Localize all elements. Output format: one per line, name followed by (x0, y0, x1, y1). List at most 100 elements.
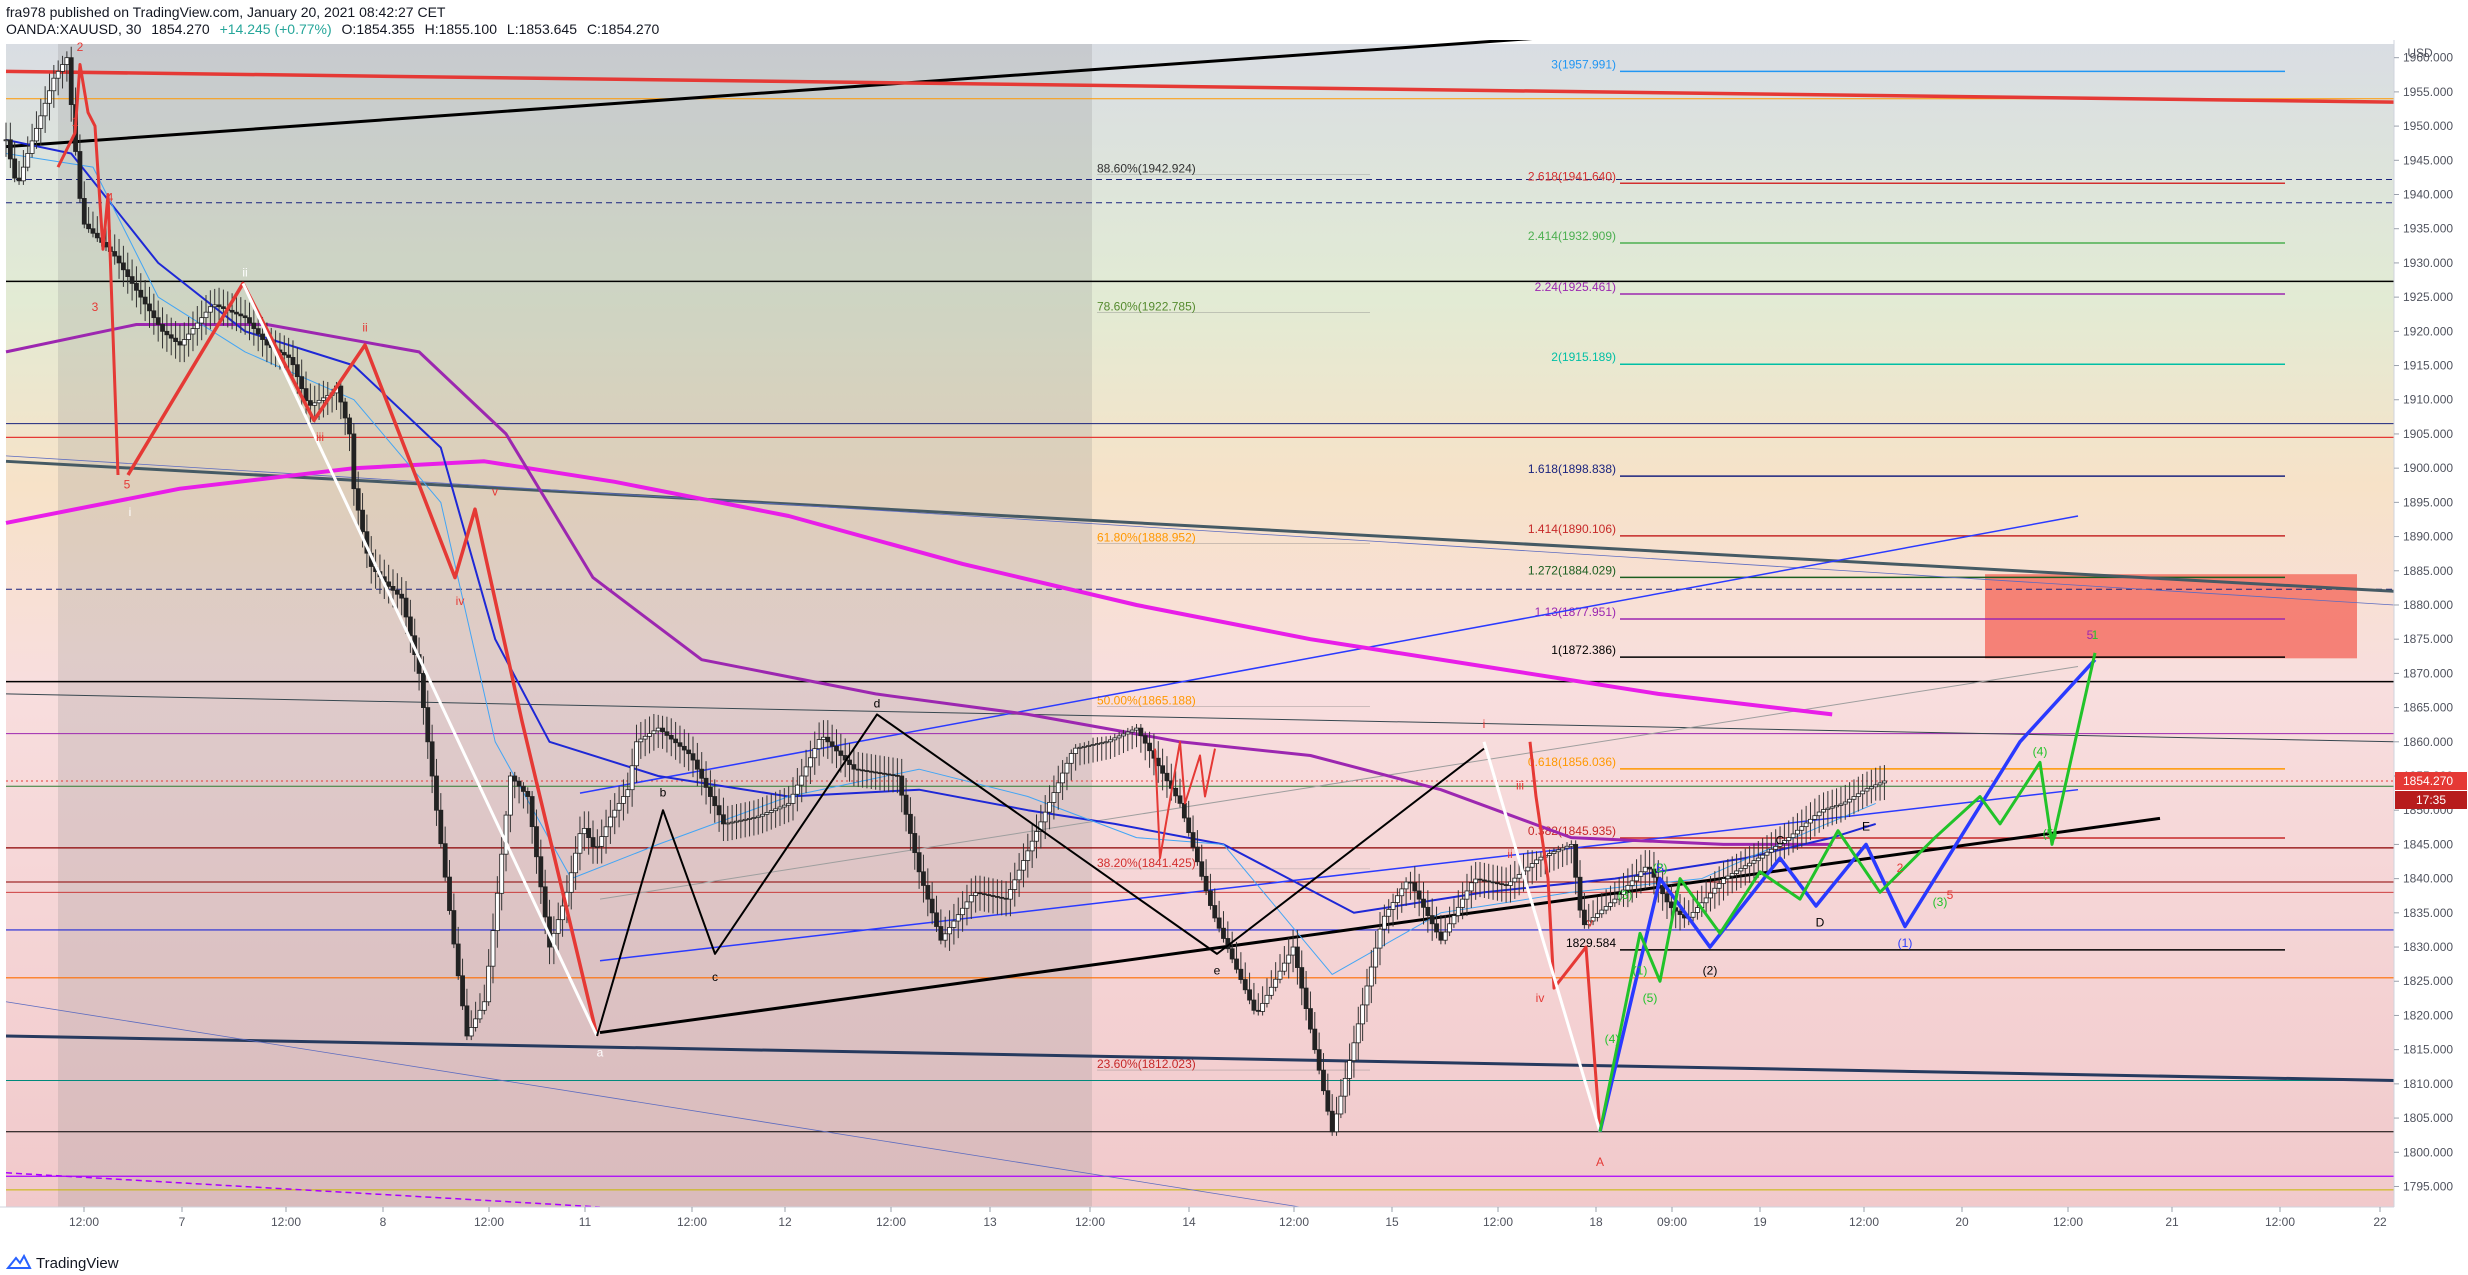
candle-body (642, 735, 648, 740)
trend-line (5, 1034, 2395, 1082)
candle-body (690, 753, 696, 761)
candle-body (1838, 803, 1844, 806)
candle-body (999, 896, 1005, 899)
candle-body (1738, 867, 1744, 872)
moving-average-100 (5, 323, 1833, 846)
trend-line (5, 69, 2395, 104)
fib-extension-label: 2.24(1925.461) (1535, 280, 1616, 294)
candle-body (781, 804, 787, 808)
candle-body (1290, 946, 1296, 956)
candle-body (1525, 866, 1531, 872)
candle-body (1534, 859, 1539, 864)
candle-body (1812, 815, 1818, 820)
candle-body (1364, 985, 1370, 1006)
candle-body (1608, 902, 1613, 907)
candle-body (1012, 879, 1018, 890)
candle-body (708, 787, 713, 797)
wave-label: 3 (92, 300, 99, 314)
time-tick-label: 12:00 (1483, 1215, 1513, 1229)
candle-body (625, 789, 631, 797)
candle-body (777, 806, 783, 810)
candle-body (173, 337, 178, 342)
time-tick-label: 19 (1753, 1215, 1767, 1229)
candle-body (1429, 915, 1435, 925)
wave-label: 2 (77, 40, 84, 54)
candle-body (1481, 879, 1487, 882)
price-tick-label: 1840.000 (2403, 872, 2453, 886)
candle-body (525, 790, 531, 797)
wave-label: v (492, 485, 498, 499)
candle-body (981, 893, 987, 896)
candle-body (1003, 897, 1009, 900)
wave-label: v (1587, 916, 1593, 930)
candle-body (790, 793, 796, 804)
candle-body (47, 90, 52, 104)
candle-body (68, 57, 74, 105)
tradingview-logo-icon (6, 1253, 32, 1269)
retracement-label: 38.20%(1841.425) (1097, 856, 1196, 870)
candle-body (629, 765, 635, 791)
candle-body (299, 376, 305, 390)
candle-body (1821, 809, 1826, 813)
wave-label: a (597, 1045, 604, 1059)
candle-body (912, 833, 918, 854)
time-axis[interactable]: 12:00 7 12:00 8 12:00 11 12:00 12 12:00 13 12:00 14… (0, 1206, 2468, 1250)
time-tick-label: 12:00 (677, 1215, 707, 1229)
price-tick-label: 1940.000 (2403, 188, 2453, 202)
candle-body (1768, 848, 1774, 853)
candle-body (1155, 757, 1161, 767)
trend-line (599, 666, 2079, 900)
last-price: 1854.270 (151, 21, 210, 37)
candle-body (651, 730, 657, 734)
candle-body (1834, 805, 1839, 808)
candle-body (1264, 994, 1270, 1004)
candle-body (260, 333, 265, 340)
wave-label: ii (1507, 847, 1512, 861)
candle-body (1186, 817, 1192, 833)
candle-body (351, 433, 357, 490)
candle-body (1551, 851, 1557, 854)
candle-body (186, 333, 192, 340)
candle-body (507, 775, 513, 816)
candle-body (1029, 840, 1035, 852)
candle-body (264, 339, 270, 346)
candle-body (121, 262, 126, 271)
candle-body (1577, 876, 1583, 911)
candle-body (1786, 837, 1792, 841)
candle-body (960, 907, 965, 916)
fib-extension-label: 2.414(1932.909) (1528, 229, 1616, 243)
price-tick-label: 1820.000 (2403, 1008, 2453, 1022)
candle-body (447, 876, 452, 911)
candle-body (590, 837, 596, 848)
candle-body (1260, 1002, 1266, 1012)
candle-body (1442, 931, 1448, 941)
candle-body (1625, 885, 1631, 891)
price-tick-label: 1860.000 (2403, 735, 2453, 749)
candle-body (1503, 884, 1509, 886)
candle-body (586, 828, 592, 838)
candle-body (434, 775, 439, 811)
candle-body (1068, 753, 1074, 764)
candle-body (1164, 772, 1170, 782)
candle-body (1221, 927, 1226, 939)
price-chart[interactable]: 3(1957.991) 2.618(1941.640) 2.414(1932.909… (0, 40, 2468, 1250)
candle-body (1708, 892, 1713, 899)
candle-body (194, 322, 200, 329)
candle-body (390, 586, 396, 591)
candle-body (1338, 1095, 1344, 1115)
candle-body (247, 317, 252, 324)
candle-body (90, 228, 96, 234)
plot-area[interactable]: 3(1957.991) 2.618(1941.640) 2.414(1932.909… (3, 40, 2395, 1208)
wave-label: i (129, 505, 132, 519)
candle-body (1034, 831, 1039, 842)
chart-header: fra978 published on TradingView.com, Jan… (0, 0, 2468, 40)
candle-body (1860, 790, 1866, 795)
candle-body (1316, 1049, 1322, 1071)
candle-body (1695, 907, 1700, 913)
moving-average-200 (5, 459, 1833, 717)
candle-body (142, 296, 148, 305)
candle-body (1781, 840, 1787, 844)
time-axis-background (0, 1207, 2468, 1250)
candle-body (681, 745, 687, 751)
